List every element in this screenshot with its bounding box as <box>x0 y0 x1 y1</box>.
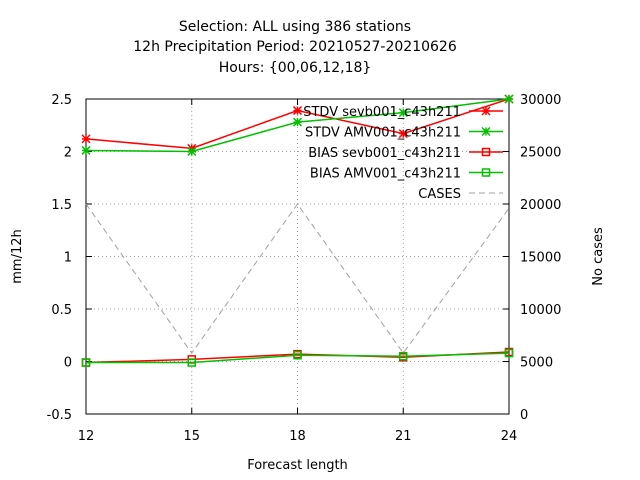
legend-label-3: BIAS AMV001_c43h211 <box>310 167 461 182</box>
legend-label-1: STDV AMV001_c43h211 <box>305 126 461 141</box>
y-tick-label: 1 <box>64 251 72 266</box>
series-1-point-part <box>504 94 514 104</box>
y2-tick-label: 30000 <box>520 93 561 108</box>
y2-tick-label: 15000 <box>520 251 561 266</box>
series-1-point-part <box>292 117 303 127</box>
legend-marker-1 <box>481 126 491 137</box>
series-layer <box>81 94 514 367</box>
series-1-point <box>81 145 91 155</box>
series-1-point-part <box>398 108 408 118</box>
y-tick-label: 2 <box>64 146 72 161</box>
legend-marker-0-part <box>481 106 491 116</box>
series-1-point <box>504 94 514 104</box>
legend-marker-1-part <box>481 126 491 137</box>
series-3-point <box>293 350 302 360</box>
series-0-point-part <box>292 106 303 116</box>
series-1-point-part <box>81 145 91 155</box>
series-3-point <box>399 352 408 361</box>
legend-label-4: CASES <box>418 187 461 202</box>
x-tick-label: 24 <box>501 429 518 444</box>
series-1-point <box>292 117 303 127</box>
series-3-point <box>81 358 91 367</box>
series-line-4 <box>85 203 510 354</box>
series-3-point <box>504 348 514 358</box>
series-1-point <box>187 146 197 157</box>
series-0-point-part <box>81 134 91 144</box>
y-axis-label: mm/12h <box>10 229 25 284</box>
x-tick-label: 18 <box>289 429 306 444</box>
series-line-3 <box>86 352 510 364</box>
series-3-point <box>187 358 196 367</box>
x-tick-label: 15 <box>183 429 200 444</box>
y2-tick-label: 10000 <box>520 303 561 318</box>
y-tick-label: 1.5 <box>51 198 72 213</box>
y-tick-label: -0.5 <box>47 408 72 423</box>
series-0-point <box>398 129 408 139</box>
series-0-point <box>81 134 91 144</box>
y-tick-label: 0.5 <box>51 303 72 318</box>
y2-tick-label: 0 <box>520 408 528 423</box>
y2-tick-label: 20000 <box>520 198 561 213</box>
series-1-point <box>398 108 408 118</box>
y2-tick-label: 5000 <box>520 356 553 371</box>
legend-marker-2 <box>481 147 491 157</box>
chart-title-line-2: 12h Precipitation Period: 20210527-20210… <box>133 39 457 55</box>
ticks: 12 15 18 21 24 -0.5 0 0.5 1 1.5 2 2.5 0 5000 10000 1500… <box>47 93 562 444</box>
legend-marker-0 <box>481 106 491 116</box>
y-tick-label: 2.5 <box>51 93 72 108</box>
y-tick-label: 0 <box>64 356 72 371</box>
chart-title-line-3: Hours: {00,06,12,18} <box>218 60 372 76</box>
series-1-point-part <box>187 146 197 157</box>
legend-label-0: STDV sevb001_c43h211 <box>303 105 461 120</box>
legend-marker-3 <box>481 168 491 177</box>
chart-title-line-1: Selection: ALL using 386 stations <box>178 19 412 35</box>
legend: STDV sevb001_c43h211 STDV AMV001_c43h211 B… <box>303 105 503 202</box>
x-tick-label: 21 <box>395 429 412 444</box>
y2-tick-label: 25000 <box>520 146 561 161</box>
y2-axis-label: No cases <box>591 227 606 286</box>
legend-label-2: BIAS sevb001_c43h211 <box>308 146 461 161</box>
series-0-point <box>292 106 303 116</box>
x-axis-label: Forecast length <box>247 458 348 473</box>
series-0-point-part <box>398 129 408 139</box>
x-tick-label: 12 <box>78 429 95 444</box>
